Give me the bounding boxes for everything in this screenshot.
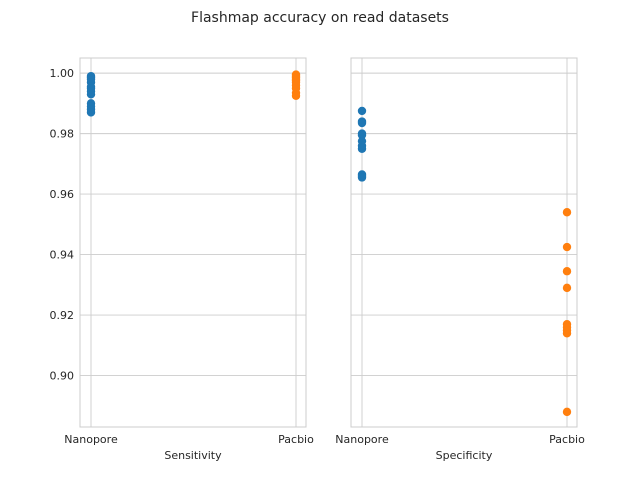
- pacbio-point: [562, 407, 572, 417]
- y-tick-label: 0.94: [50, 249, 75, 262]
- nanopore-point: [86, 108, 96, 117]
- pacbio-point: [562, 242, 572, 252]
- y-tick-label: 0.92: [50, 309, 75, 322]
- x-tick-label: Pacbio: [278, 433, 314, 446]
- y-tick-label: 0.90: [50, 370, 75, 383]
- pacbio-point: [562, 283, 572, 293]
- pacbio-point: [562, 267, 572, 276]
- x-axis-label: Specificity: [436, 449, 493, 462]
- y-tick-label: 0.98: [50, 128, 75, 141]
- pacbio-point: [562, 208, 572, 217]
- pacbio-point: [562, 329, 572, 338]
- nanopore-point: [357, 144, 367, 153]
- nanopore-point: [357, 173, 367, 182]
- axes-frame: [350, 57, 578, 428]
- x-tick-label: Pacbio: [549, 433, 585, 446]
- figure-title: Flashmap accuracy on read datasets: [191, 10, 449, 26]
- x-tick-label: Nanopore: [335, 433, 389, 446]
- y-tick-label: 1.00: [50, 67, 75, 80]
- specificity-panel: Nanopore Pacbio Specificity: [335, 57, 585, 462]
- sensitivity-panel: 0.90 0.92 0.94 0.96 0.98 1.00 Nanopore Pacbio Se…: [50, 57, 314, 462]
- nanopore-point: [357, 118, 367, 128]
- nanopore-point: [357, 130, 367, 140]
- nanopore-point: [357, 106, 367, 116]
- x-tick-label: Nanopore: [64, 433, 118, 446]
- nanopore-point: [86, 90, 96, 99]
- axes-frame: [79, 57, 307, 428]
- pacbio-point: [291, 91, 301, 101]
- x-axis-label: Sensitivity: [164, 449, 222, 462]
- y-tick-label: 0.96: [50, 188, 75, 201]
